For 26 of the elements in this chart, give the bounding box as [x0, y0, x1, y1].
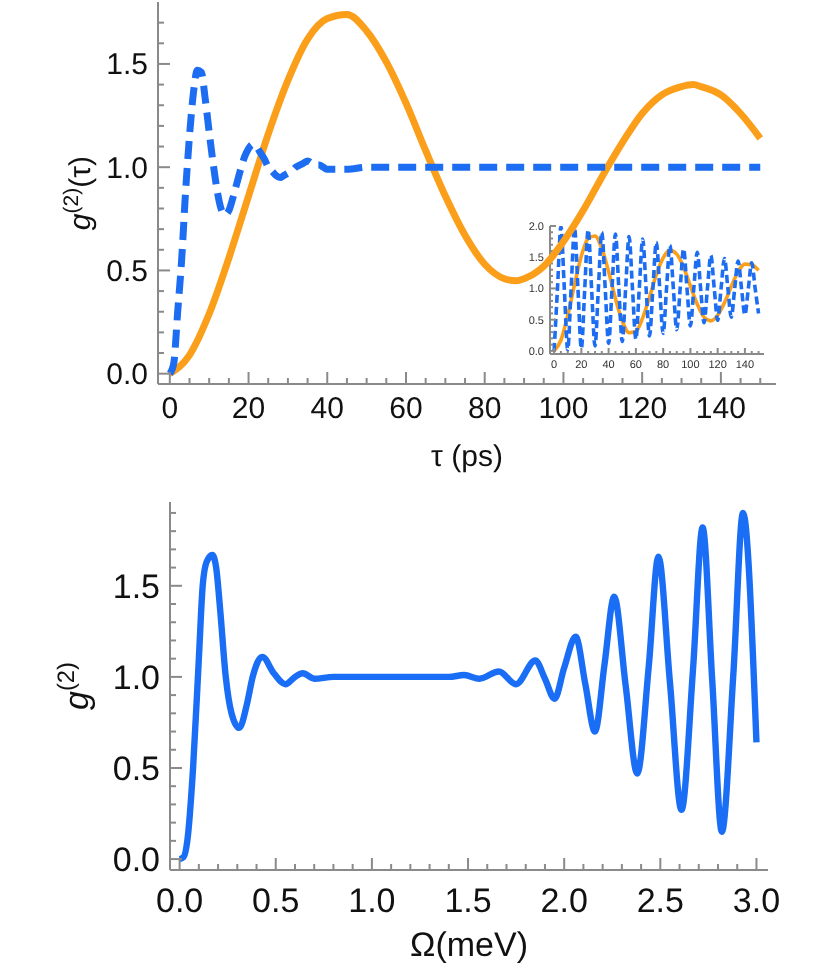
x-tick-label: 0.0: [155, 882, 204, 920]
y-tick-label: 1.5: [112, 567, 160, 606]
line-series: [166, 66, 764, 378]
x-tick-label: 20: [231, 392, 266, 426]
x-axis-title: τ (ps): [431, 440, 503, 474]
x-tick-label: 0: [161, 392, 179, 426]
y-tick-label: 1.0: [106, 151, 148, 186]
x-tick-label: 120: [617, 392, 668, 426]
y-tick-label: 0.5: [112, 749, 160, 788]
y-tick-label: 0.0: [112, 840, 160, 879]
y-tick-label: 1.5: [106, 48, 148, 83]
x-tick-label: 1.0: [348, 882, 396, 920]
x-axis-title: Ω(meV): [410, 926, 528, 964]
x-tick-label: 100: [538, 392, 589, 426]
x-tick-label: 40: [310, 392, 344, 426]
y-tick-label: 0.5: [106, 254, 148, 289]
x-tick-label: 2.5: [636, 882, 684, 920]
x-tick-label: 80: [468, 392, 502, 426]
line-series: [176, 509, 760, 863]
x-tick-label: 0.5: [252, 882, 300, 920]
x-tick-label: 1.5: [444, 882, 492, 920]
x-tick-label: 60: [389, 392, 423, 426]
x-tick-label: 140: [695, 392, 746, 426]
line-series: [166, 10, 764, 378]
x-tick-label: 3.0: [732, 882, 781, 920]
y-tick-label: 1.0: [112, 658, 160, 697]
